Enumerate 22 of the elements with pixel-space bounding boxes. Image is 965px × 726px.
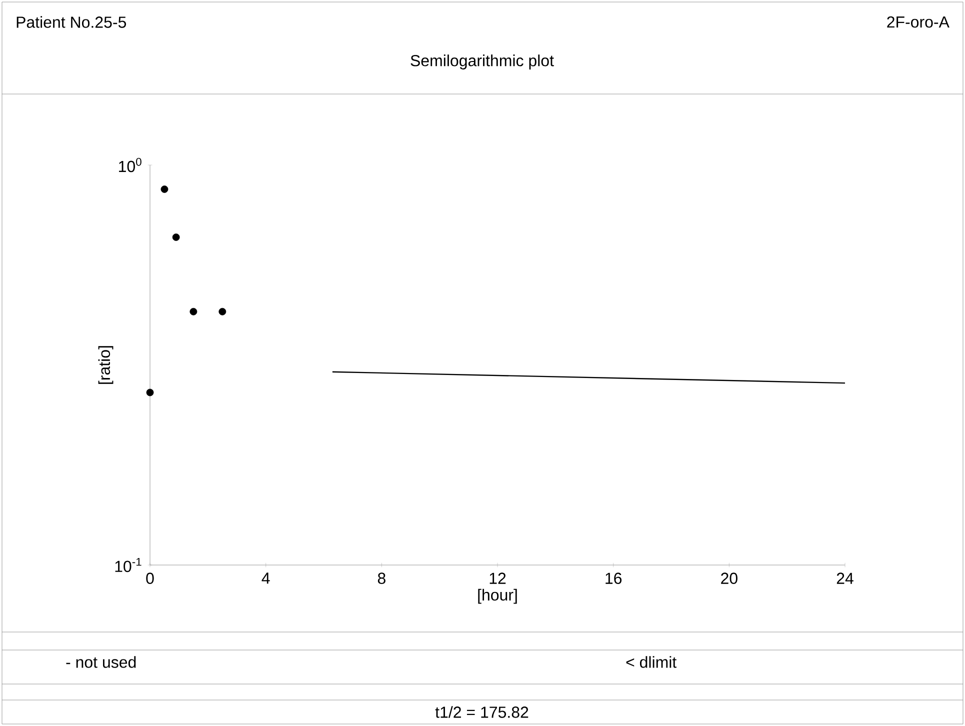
x-tick-label: 16: [606, 572, 622, 584]
text: 2F-oro-A: [887, 16, 950, 28]
point: [172, 234, 180, 241]
x-tick-label: 20: [721, 572, 738, 584]
y-tick-label: 10$^{-1}$: [115, 558, 142, 572]
y-axis-title: [ratio]: [98, 346, 114, 384]
chart-title: Semilogarithmic plot: [410, 54, 554, 70]
point: [146, 388, 154, 396]
point: [190, 308, 198, 316]
x-tick-label: 12: [490, 572, 506, 584]
text: < dlimit: [626, 656, 677, 668]
point: [218, 308, 226, 316]
point: [160, 186, 168, 193]
x-tick-label: 24: [836, 572, 854, 584]
x-tick-label: 0: [146, 572, 154, 584]
text: - not used: [66, 656, 136, 668]
chart-subtitle: Patient No.25-5: [16, 16, 126, 28]
x-tick-label: 4: [262, 572, 270, 584]
text: t1/2 = 175.82: [435, 706, 528, 718]
y-tick-label: 10$^{0}$: [119, 158, 142, 172]
x-tick-label: 8: [378, 572, 386, 584]
x-axis-title: [hour]: [478, 588, 517, 604]
